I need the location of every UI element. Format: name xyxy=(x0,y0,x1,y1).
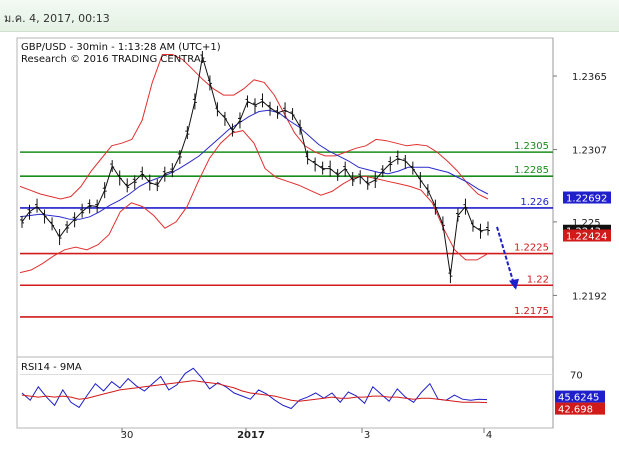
rsi-ma-line xyxy=(21,380,488,404)
price-flag-label: 1.22424 xyxy=(566,231,607,242)
level-label: 1.2305 xyxy=(514,141,549,152)
rsi-flag-label: 45.6245 xyxy=(558,393,599,404)
level-label: 1.2285 xyxy=(514,165,549,176)
price-flag-box xyxy=(563,229,611,242)
level-label: 1.226 xyxy=(520,197,549,208)
price-tick-label: 1.2307 xyxy=(572,146,607,157)
price-flag-label: 1.22692 xyxy=(566,194,607,205)
price-flag: 1.22692 xyxy=(563,191,611,205)
rsi-label: RSI14 - 9MA xyxy=(21,362,82,373)
forecast-arrow xyxy=(496,226,516,289)
level-label: 1.2225 xyxy=(514,243,549,254)
x-tick-label: 3 xyxy=(364,430,370,441)
chart-frame xyxy=(16,37,554,429)
price-tick-label: 1.225 xyxy=(572,218,601,229)
price-tick-label: 1.2192 xyxy=(572,291,607,302)
level-label: 1.22 xyxy=(527,274,549,285)
lower-band-line xyxy=(19,130,489,274)
moving-average-line xyxy=(19,109,489,220)
rsi-line xyxy=(21,367,488,410)
rsi-flag-box xyxy=(555,402,605,415)
upper-band-line xyxy=(19,54,489,200)
price-tick-label: 1.2365 xyxy=(572,72,607,83)
x-tick-label: 2017 xyxy=(237,430,265,441)
date-text: ม.ค. 4, 2017, 00:13 xyxy=(4,12,110,25)
forecast-arrowhead xyxy=(509,278,519,290)
price-line xyxy=(21,56,489,276)
rsi-flag-label: 42.698 xyxy=(558,405,593,416)
x-tick-label: 4 xyxy=(486,430,492,441)
level-label: 1.2175 xyxy=(514,306,549,317)
rsi-tick-label: 70 xyxy=(570,370,583,381)
price-flag-box xyxy=(563,191,611,204)
chart-title: GBP/USD - 30min - 1:13:28 AM (UTC+1) xyxy=(21,42,221,53)
rsi-flag-box xyxy=(555,390,605,403)
x-tick-label: 30 xyxy=(121,430,134,441)
date-bar: ม.ค. 4, 2017, 00:13 xyxy=(0,0,619,32)
chart-subtitle: Research © 2016 TRADING CENTRAL xyxy=(21,54,207,65)
price-flag: 1.22424 xyxy=(563,229,611,242)
